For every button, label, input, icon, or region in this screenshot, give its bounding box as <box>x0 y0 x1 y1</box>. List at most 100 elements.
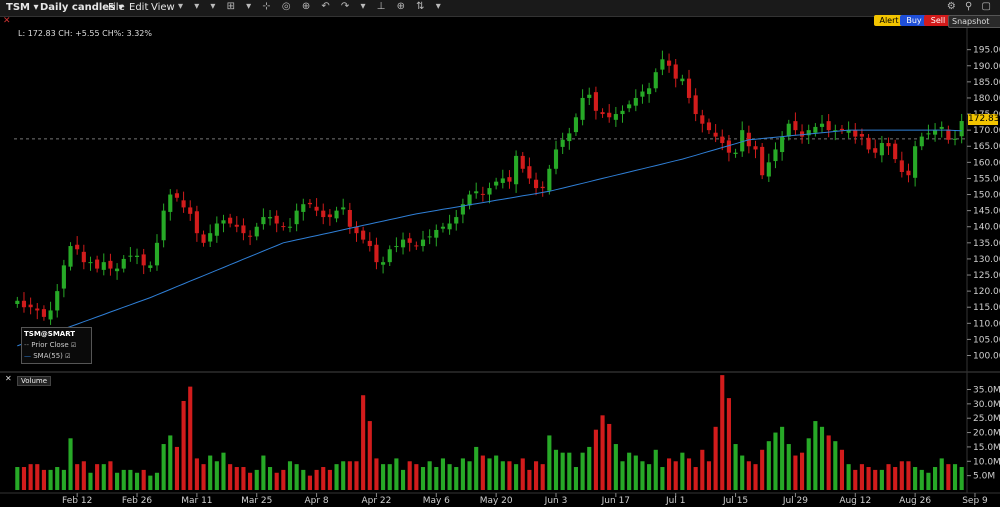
alert-button[interactable]: Alert <box>874 15 904 26</box>
volume-bar <box>926 472 931 490</box>
price-tick-label: 110.00 <box>973 319 1000 329</box>
candle-body <box>640 91 645 97</box>
menu-view[interactable]: View <box>151 2 175 13</box>
sell-button[interactable]: Sell <box>924 15 952 26</box>
volume-tick-label: 35.0M <box>973 385 1000 395</box>
menu-file[interactable]: File <box>108 2 125 13</box>
drawing-tools-icon[interactable]: ▾ ▾ ▾ ⊞ ▾ ⊹ ◎ ⊕ ↶ ↷ ▾ ⊥ ⊕ ⇅ ▾ <box>178 1 445 12</box>
candle-body <box>873 148 878 153</box>
candle-body <box>314 206 319 211</box>
volume-bar <box>760 449 765 490</box>
volume-tick-label: 10.0M <box>973 457 1000 467</box>
candle-body <box>307 202 313 205</box>
price-tick-label: 190.00 <box>973 62 1000 72</box>
volume-bar <box>387 464 392 490</box>
candle-body <box>899 160 904 172</box>
candle-body <box>780 136 785 153</box>
candle-body <box>859 134 864 137</box>
candle-body <box>706 122 712 131</box>
close-icon[interactable]: ✕ <box>3 16 11 26</box>
candle-body <box>321 210 326 218</box>
volume-bar <box>886 464 891 490</box>
legend-item-sma[interactable]: — SMA(55) ☑ <box>24 352 71 360</box>
volume-bar <box>533 461 539 490</box>
candle-body <box>467 194 472 206</box>
candle-body <box>766 162 771 177</box>
volume-bar <box>148 475 153 490</box>
price-tick-label: 170.00 <box>973 126 1000 136</box>
candle-body <box>833 130 838 132</box>
candle-body <box>906 170 911 176</box>
candle-body <box>267 217 273 219</box>
volume-bar <box>587 446 592 490</box>
volume-bar <box>480 455 485 490</box>
candle-body <box>95 259 100 269</box>
candle-body <box>653 72 658 89</box>
volume-bar <box>221 452 226 490</box>
price-tick-label: 150.00 <box>973 191 1000 201</box>
volume-bar <box>660 467 665 490</box>
candle-body <box>866 137 871 150</box>
volume-bar <box>68 438 73 490</box>
candle-body <box>660 59 665 70</box>
chart-type-dropdown[interactable]: Daily candles ▾ <box>40 2 124 13</box>
time-tick-label: Jun 17 <box>601 496 630 506</box>
legend-item-prior-close[interactable]: -- Prior Close ☑ <box>24 341 77 349</box>
candle-body <box>168 194 173 212</box>
volume-bar <box>593 429 598 490</box>
candle-body <box>134 255 140 257</box>
volume-bar <box>859 464 864 490</box>
volume-bar <box>613 444 618 490</box>
legend-label-prior-close: Prior Close <box>31 341 69 349</box>
candle-body <box>786 123 791 137</box>
candle-body <box>241 225 246 234</box>
volume-bar <box>620 461 625 490</box>
price-tick-label: 160.00 <box>973 158 1000 168</box>
volume-bar <box>680 452 685 490</box>
symbol-dropdown[interactable]: TSM ▾ <box>6 2 39 13</box>
volume-bar <box>740 455 745 490</box>
candle-body <box>959 121 964 137</box>
buy-button[interactable]: Buy <box>900 15 928 26</box>
volume-bar <box>281 469 286 490</box>
candle-body <box>607 112 612 118</box>
volume-bar <box>228 464 233 490</box>
candle-body <box>886 143 891 147</box>
volume-bar <box>913 467 918 490</box>
volume-tick-label: 30.0M <box>973 400 1000 410</box>
time-tick-label: Apr 8 <box>305 496 329 506</box>
snapshot-button[interactable]: Snapshot <box>948 15 1000 28</box>
candle-body <box>560 139 565 147</box>
price-tick-label: 115.00 <box>973 303 1000 313</box>
candle-body <box>952 138 958 140</box>
last-price-tag: 172.83 <box>968 114 1000 125</box>
candle-body <box>733 152 738 154</box>
volume-bar <box>686 458 692 490</box>
volume-bar <box>720 375 725 490</box>
candle-body <box>407 238 412 243</box>
candle-body <box>181 200 186 208</box>
candle-body <box>367 240 372 247</box>
volume-bar <box>800 452 805 490</box>
candle-body <box>400 239 406 248</box>
volume-bar <box>753 464 758 490</box>
volume-bar <box>627 452 632 490</box>
volume-bar <box>693 467 698 490</box>
window-settings-icon[interactable]: ⚙ ⚲ ▢ <box>946 1 994 12</box>
menu-edit[interactable]: Edit <box>129 2 149 13</box>
candle-body <box>514 155 519 185</box>
volume-bar <box>88 472 93 490</box>
candle-body <box>228 217 233 224</box>
volume-tick-label: 20.0M <box>973 429 1000 439</box>
volume-bar <box>846 464 851 490</box>
candle-body <box>939 126 944 129</box>
volume-close-icon[interactable]: ✕ <box>5 374 12 383</box>
chart-toolbar: TSM ▾ Daily candles ▾ File Edit View ▾ ▾… <box>0 0 1000 17</box>
volume-bar <box>354 461 359 490</box>
volume-bar <box>154 472 160 490</box>
volume-bar <box>81 461 86 490</box>
volume-bar <box>653 449 658 490</box>
volume-bar <box>766 441 771 490</box>
volume-bar <box>241 467 246 490</box>
volume-bar <box>420 467 426 490</box>
